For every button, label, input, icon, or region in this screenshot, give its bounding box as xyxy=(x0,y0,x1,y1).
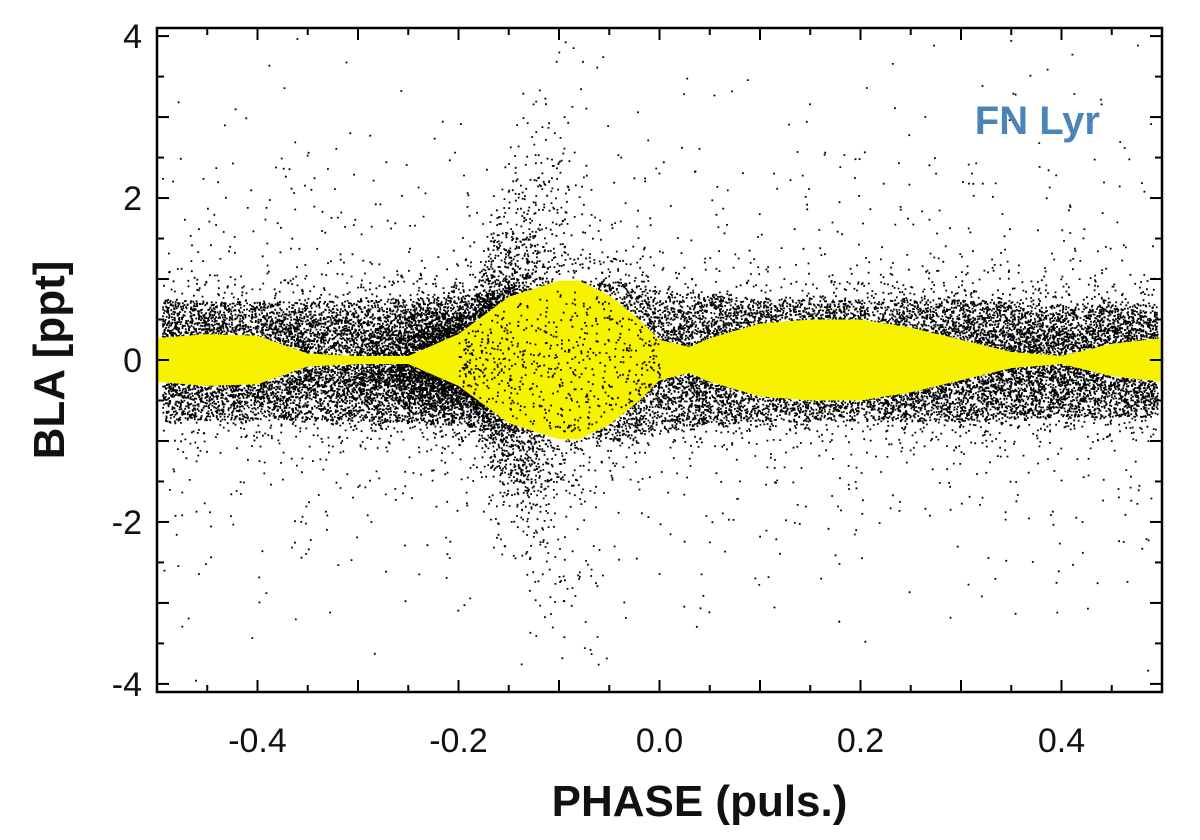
x-axis-title: PHASE (puls.) xyxy=(552,777,848,826)
yellow-envelope xyxy=(157,280,1162,440)
scatter-dots-over-envelope xyxy=(458,290,661,433)
x-tick-label: -0.2 xyxy=(429,722,488,760)
x-tick-labels: -0.4 -0.2 0.0 0.2 0.4 xyxy=(228,722,1085,760)
y-tick-label: 4 xyxy=(123,18,142,56)
y-tick-label: 2 xyxy=(123,180,142,218)
y-axis-title: BLA [ppt] xyxy=(25,261,74,460)
x-tick-label: -0.4 xyxy=(228,722,287,760)
y-tick-labels: -4 -2 0 2 4 xyxy=(112,18,142,704)
y-tick-label: -2 xyxy=(112,504,142,542)
y-tick-label: -4 xyxy=(112,666,142,704)
y-tick-label: 0 xyxy=(123,342,142,380)
star-name-label: FN Lyr xyxy=(975,99,1100,143)
x-tick-label: 0.4 xyxy=(1038,722,1085,760)
x-tick-label: 0.2 xyxy=(837,722,884,760)
axis-ticks xyxy=(156,28,1163,692)
x-tick-label: 0.0 xyxy=(636,722,683,760)
